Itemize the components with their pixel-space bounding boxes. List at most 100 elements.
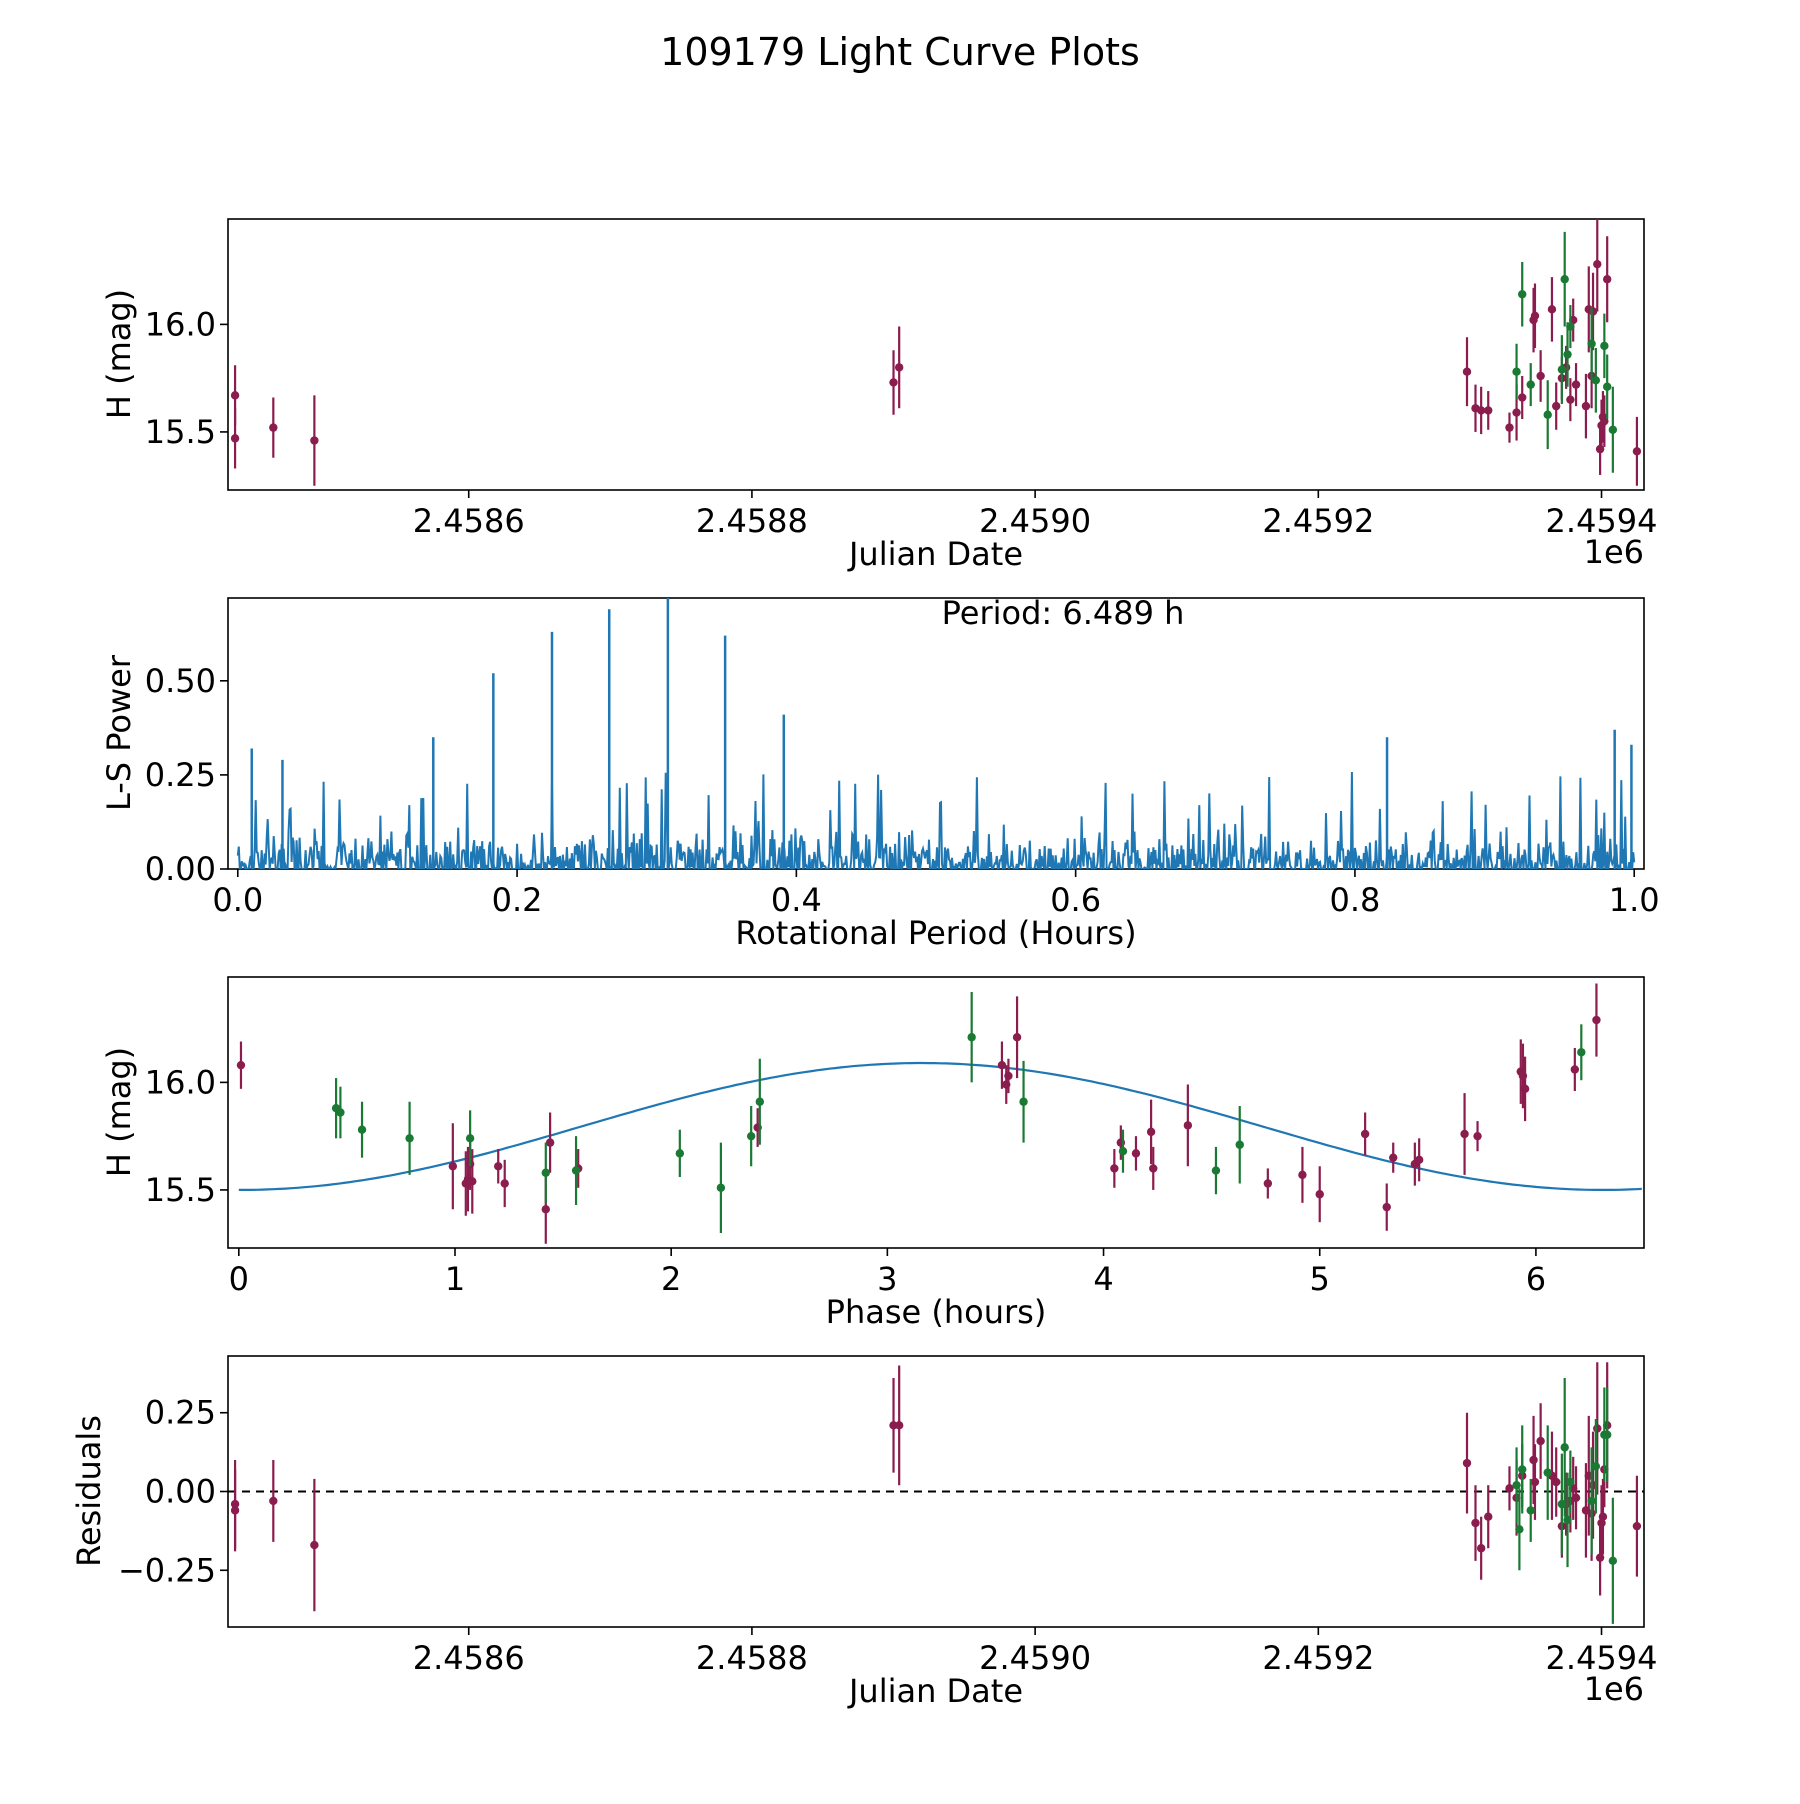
x-tick-label: 0.6 — [1050, 881, 1101, 919]
magenta-data-point — [230, 434, 240, 443]
periodogram-frame — [227, 597, 1645, 870]
magenta-data-point — [1529, 1455, 1538, 1465]
magenta-data-point — [1149, 1164, 1158, 1173]
magenta-data-point — [1571, 1493, 1581, 1503]
green-data-point — [1591, 1462, 1601, 1471]
magenta-data-point — [1476, 1544, 1486, 1553]
green-data-point — [1118, 1147, 1128, 1156]
magenta-data-point — [269, 423, 278, 432]
green-data-point — [1557, 365, 1567, 374]
magenta-data-point — [997, 1060, 1007, 1070]
magenta-data-point — [1473, 1131, 1482, 1141]
magenta-data-point — [1536, 371, 1545, 381]
green-data-point — [1235, 1140, 1244, 1149]
x-tick-label: 0.0 — [212, 881, 263, 919]
magenta-data-point — [1183, 1121, 1193, 1130]
magenta-data-point — [1512, 408, 1521, 417]
green-data-point — [1600, 341, 1609, 351]
magenta-data-point — [1566, 395, 1575, 404]
x-tick-label: 2.4588 — [696, 502, 808, 540]
x-tick-label: 2.4592 — [1262, 1639, 1374, 1677]
lightcurve-offset-label: 1e6 — [1584, 533, 1644, 571]
magenta-data-point — [1131, 1149, 1141, 1158]
green-data-point — [1526, 1506, 1535, 1515]
magenta-data-point — [500, 1179, 509, 1188]
magenta-data-point — [1484, 406, 1493, 415]
magenta-data-point — [1552, 401, 1561, 411]
magenta-data-point — [541, 1205, 550, 1214]
green-data-point — [405, 1134, 414, 1143]
magenta-data-point — [1602, 275, 1612, 284]
x-tick-label: 3 — [877, 1260, 897, 1298]
magenta-data-point — [1315, 1190, 1324, 1199]
y-tick-label: 0.50 — [145, 662, 216, 700]
green-data-point — [1577, 1048, 1586, 1057]
magenta-data-point — [230, 391, 240, 400]
y-tick-label: −0.25 — [118, 1551, 216, 1589]
x-tick-label: 2 — [661, 1260, 681, 1298]
magenta-data-point — [1505, 423, 1514, 432]
y-tick-label: 16.0 — [145, 1063, 216, 1101]
phased-xlabel: Phase (hours) — [826, 1293, 1047, 1331]
magenta-data-point — [1012, 1033, 1022, 1042]
x-tick-label: 1.0 — [1609, 881, 1660, 919]
residuals-ticks: 2.4586 2.4588 2.4590 2.4592 2.4594 −0.25 0.00 0… — [118, 1394, 1658, 1677]
residuals-xlabel: Julian Date — [847, 1672, 1023, 1710]
residuals-marks — [228, 1362, 1644, 1624]
phased-frame — [227, 976, 1645, 1249]
green-data-point — [571, 1166, 581, 1175]
green-data-point — [1560, 1443, 1569, 1452]
green-data-point — [1602, 1430, 1612, 1439]
magenta-data-point — [894, 363, 904, 372]
green-data-point — [1587, 1496, 1596, 1506]
lightcurve-ylabel: H (mag) — [100, 289, 138, 419]
x-tick-label: 2.4586 — [413, 502, 525, 540]
magenta-data-point — [1588, 307, 1598, 316]
magenta-data-point — [1632, 1521, 1642, 1531]
magenta-data-point — [1389, 1153, 1398, 1162]
magenta-data-point — [1263, 1179, 1273, 1188]
magenta-data-point — [494, 1162, 503, 1171]
x-tick-label: 2.4594 — [1546, 1639, 1658, 1677]
green-data-point — [1563, 1515, 1572, 1525]
magenta-data-point — [1536, 1436, 1545, 1446]
green-data-point — [1563, 350, 1572, 359]
magenta-data-point — [1632, 447, 1642, 456]
magenta-data-point — [1462, 1458, 1472, 1468]
green-data-point — [1211, 1166, 1221, 1175]
y-tick-label: 16.0 — [145, 305, 216, 343]
x-tick-label: 0 — [229, 1260, 249, 1298]
green-data-point — [1543, 410, 1552, 419]
magenta-data-point — [1593, 1424, 1602, 1433]
magenta-data-point — [1484, 1512, 1493, 1521]
magenta-data-point — [1547, 305, 1557, 314]
phased-ylabel: H (mag) — [100, 1047, 138, 1177]
magenta-data-point — [1471, 1518, 1480, 1528]
magenta-data-point — [1571, 380, 1581, 389]
green-data-point — [1566, 1477, 1575, 1487]
lightcurve-ticks: 2.4586 2.4588 2.4590 2.4592 2.4594 15.5 16.0 — [145, 305, 1658, 540]
magenta-data-point — [1598, 1512, 1608, 1521]
magenta-data-point — [468, 1177, 477, 1186]
magenta-data-point — [1593, 259, 1602, 269]
magenta-data-point — [1595, 1553, 1605, 1562]
x-tick-label: 2.4590 — [979, 1639, 1091, 1677]
magenta-data-point — [1530, 311, 1540, 320]
magenta-data-point — [310, 436, 319, 445]
green-data-point — [1602, 382, 1612, 391]
y-tick-label: 15.5 — [145, 1171, 216, 1209]
residuals-ylabel: Residuals — [70, 1415, 108, 1567]
green-data-point — [1560, 275, 1569, 284]
magenta-data-point — [269, 1496, 278, 1506]
green-data-point — [1608, 425, 1618, 434]
magenta-data-point — [545, 1138, 555, 1147]
magenta-data-point — [1552, 1477, 1561, 1487]
figure-title: 109179 Light Curve Plots — [660, 30, 1140, 74]
x-tick-label: 4 — [1093, 1260, 1113, 1298]
y-tick-label: 0.00 — [145, 850, 216, 888]
green-data-point — [1587, 339, 1596, 348]
green-data-point — [1526, 380, 1535, 389]
period-annotation: Period: 6.489 h — [942, 594, 1185, 632]
green-data-point — [716, 1183, 726, 1192]
